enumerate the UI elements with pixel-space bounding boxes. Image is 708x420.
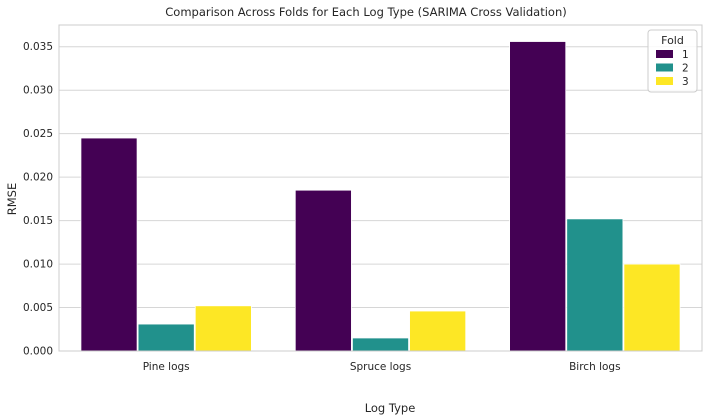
y-tick-labels: 0.000 0.005 0.010 0.015 0.020 0.025 0.030 0.035 bbox=[23, 41, 53, 357]
bar-birch-logs-fold-1 bbox=[509, 41, 567, 352]
bar-birch-logs-fold-2 bbox=[566, 218, 624, 352]
y-tick-label: 0.000 bbox=[23, 346, 53, 358]
plot-frame bbox=[58, 24, 703, 352]
legend-swatch-fold-2 bbox=[656, 63, 673, 72]
y-tick-label: 0.025 bbox=[23, 128, 53, 140]
legend-label: 3 bbox=[682, 76, 689, 88]
legend-box bbox=[647, 29, 698, 93]
bars bbox=[80, 41, 681, 352]
bar-pine-logs-fold-3 bbox=[194, 305, 252, 352]
legend: Fold 1 23 bbox=[647, 29, 698, 93]
y-tick-label: 0.030 bbox=[23, 85, 53, 97]
legend-swatch-fold-1 bbox=[656, 50, 673, 58]
bar-pine-logs-fold-1 bbox=[80, 137, 138, 352]
chart-title: Comparison Across Folds for Each Log Typ… bbox=[165, 5, 567, 19]
bar-birch-logs-fold-3 bbox=[623, 263, 681, 352]
legend-swatch-fold-3 bbox=[656, 77, 673, 85]
y-tick-label: 0.005 bbox=[23, 302, 53, 314]
x-tick-label: Birch logs bbox=[569, 361, 620, 373]
x-tick-labels: Pine logs Spruce logs Birch logs bbox=[143, 361, 621, 373]
x-axis-label: Log Type bbox=[365, 401, 416, 415]
y-tick-label: 0.010 bbox=[23, 259, 53, 271]
x-tick-label: Pine logs bbox=[143, 361, 190, 373]
legend-label: 2 bbox=[682, 63, 689, 75]
legend-label: 1 bbox=[682, 49, 689, 61]
bar-spruce-logs-fold-2 bbox=[352, 337, 409, 352]
y-tick-label: 0.015 bbox=[23, 215, 53, 227]
y-tick-label: 0.035 bbox=[23, 41, 53, 53]
bar-spruce-logs-fold-1 bbox=[294, 189, 352, 352]
legend-title: Fold bbox=[661, 34, 684, 47]
x-tick-label: Spruce logs bbox=[350, 361, 411, 373]
bar-spruce-logs-fold-3 bbox=[409, 310, 467, 352]
y-tick-label: 0.020 bbox=[23, 172, 53, 184]
bar-pine-logs-fold-2 bbox=[137, 323, 195, 352]
y-axis-label: RMSE bbox=[5, 183, 19, 215]
y-gridlines bbox=[59, 46, 702, 352]
